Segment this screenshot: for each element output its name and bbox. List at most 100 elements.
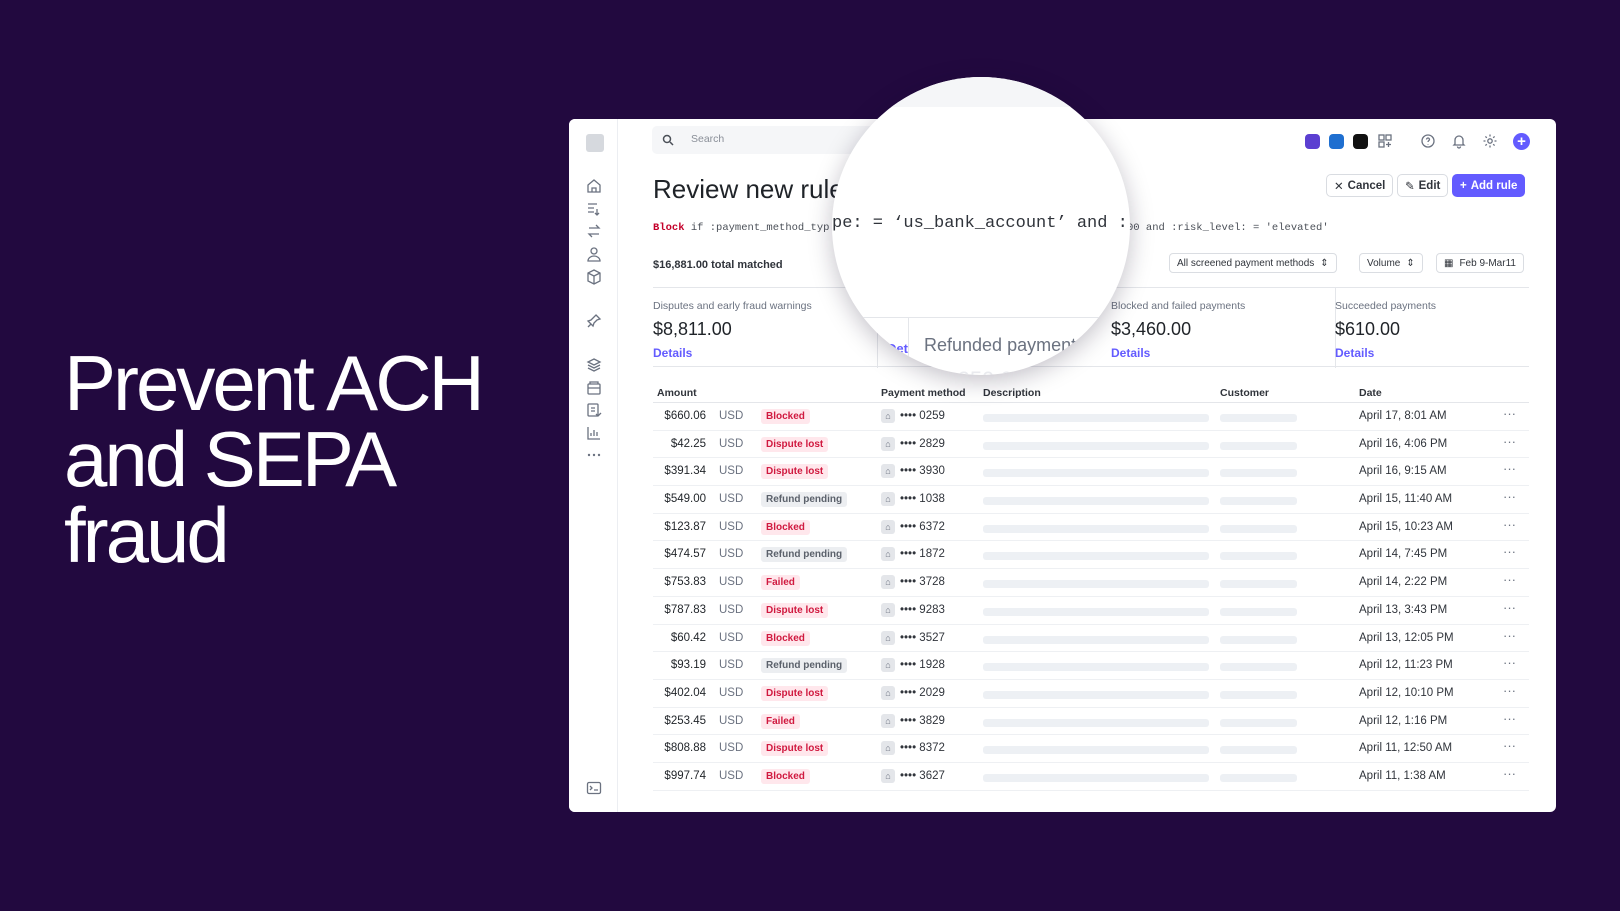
home-icon[interactable] xyxy=(586,178,602,194)
metric-details-link[interactable]: Details xyxy=(653,346,693,360)
table-row[interactable]: $123.87 USD Blocked ⌂ •••• 6372 April 15, 10:… xyxy=(653,514,1529,542)
more-icon[interactable] xyxy=(586,447,602,463)
row-more-icon[interactable]: ··· xyxy=(1503,489,1516,505)
edit-button[interactable]: ✎ Edit xyxy=(1397,174,1449,197)
row-amount: $93.19 xyxy=(670,659,706,672)
terminal-icon[interactable] xyxy=(586,780,602,796)
payment-method-cell: ⌂ •••• 2829 xyxy=(881,436,945,451)
row-amount: $123.87 xyxy=(664,520,706,533)
help-icon[interactable] xyxy=(1420,133,1436,149)
volume-filter[interactable]: Volume ⇕ xyxy=(1359,253,1423,273)
table-row[interactable]: $808.88 USD Dispute lost ⌂ •••• 8372 April 11… xyxy=(653,735,1529,763)
table-row[interactable]: $787.83 USD Dispute lost ⌂ •••• 9283 April 13… xyxy=(653,597,1529,625)
account-last4: •••• 1038 xyxy=(900,493,945,506)
row-more-icon[interactable]: ··· xyxy=(1503,516,1516,532)
magnified-metric-label: Refunded payment xyxy=(924,335,1077,355)
row-more-icon[interactable]: ··· xyxy=(1503,461,1516,477)
row-date: April 12, 1:16 PM xyxy=(1359,714,1448,727)
table-row[interactable]: $753.83 USD Failed ⌂ •••• 3728 April 14, 2:22… xyxy=(653,569,1529,597)
date-range-filter[interactable]: ▦ Feb 9-Mar11 xyxy=(1436,253,1524,273)
account-logo[interactable] xyxy=(586,134,604,152)
bank-icon: ⌂ xyxy=(881,409,895,423)
col-payment-method[interactable]: Payment method xyxy=(881,387,966,399)
description-placeholder xyxy=(983,414,1209,422)
metric-details-link[interactable]: Details xyxy=(1335,346,1375,360)
row-more-icon[interactable]: ··· xyxy=(1503,627,1516,643)
table-row[interactable]: $402.04 USD Dispute lost ⌂ •••• 2029 April 12… xyxy=(653,680,1529,708)
status-badge: Blocked xyxy=(761,409,810,424)
chart-icon[interactable] xyxy=(586,425,602,441)
calendar-icon: ▦ xyxy=(1444,257,1454,269)
transfer-icon[interactable] xyxy=(586,223,602,239)
row-more-icon[interactable]: ··· xyxy=(1503,599,1516,615)
description-placeholder xyxy=(983,663,1209,672)
status-badge: Dispute lost xyxy=(761,741,829,757)
package-icon[interactable] xyxy=(586,269,602,285)
row-date: April 16, 4:06 PM xyxy=(1359,437,1448,450)
table-row[interactable]: $42.25 USD Dispute lost ⌂ •••• 2829 April 16,… xyxy=(653,431,1529,459)
description-placeholder xyxy=(983,497,1209,506)
row-more-icon[interactable]: ··· xyxy=(1503,765,1516,781)
row-more-icon[interactable]: ··· xyxy=(1503,710,1516,726)
customer-placeholder xyxy=(1220,607,1297,616)
row-more-icon[interactable]: ··· xyxy=(1503,682,1516,698)
customer-placeholder xyxy=(1220,414,1297,422)
row-date: April 17, 8:01 AM xyxy=(1359,410,1447,422)
table-row[interactable]: $549.00 USD Refund pending ⌂ •••• 1038 April … xyxy=(653,486,1529,514)
list-icon[interactable] xyxy=(586,201,602,217)
col-description[interactable]: Description xyxy=(983,387,1041,399)
payment-methods-filter[interactable]: All screened payment methods ⇕ xyxy=(1169,253,1337,273)
status-badge: Refund pending xyxy=(761,658,848,674)
table-row[interactable]: $997.74 USD Blocked ⌂ •••• 3627 April 11, 1:3… xyxy=(653,763,1529,791)
table-row[interactable]: $660.06 USD Blocked ⌂ •••• 0259 April 17, 8:0… xyxy=(653,403,1529,431)
bell-icon[interactable] xyxy=(1451,133,1467,149)
metric-blocked: Blocked and failed payments $3,460.00 De… xyxy=(1111,288,1336,368)
row-date: April 12, 11:23 PM xyxy=(1359,659,1453,672)
payment-method-cell: ⌂ •••• 2029 xyxy=(881,685,945,700)
account-last4: •••• 2829 xyxy=(900,437,945,450)
table-row[interactable]: $474.57 USD Refund pending ⌂ •••• 1872 April … xyxy=(653,541,1529,570)
col-customer[interactable]: Customer xyxy=(1220,387,1270,399)
metric-details-link[interactable]: Det xyxy=(887,341,908,356)
headline-line-1: Prevent ACH xyxy=(64,339,485,427)
col-date[interactable]: Date xyxy=(1359,387,1382,399)
row-more-icon[interactable]: ··· xyxy=(1503,655,1516,671)
customer-placeholder xyxy=(1220,497,1297,506)
billing-icon[interactable] xyxy=(586,402,602,418)
pin-icon[interactable] xyxy=(586,313,602,329)
row-more-icon[interactable]: ··· xyxy=(1503,433,1516,449)
metric-details-link[interactable]: Details xyxy=(1111,346,1151,360)
create-plus-icon[interactable]: + xyxy=(1513,132,1530,150)
bank-icon: ⌂ xyxy=(881,602,895,617)
hero-headline: Prevent ACH and SEPA fraud xyxy=(64,339,534,574)
bank-icon: ⌂ xyxy=(881,547,895,562)
app-chart-icon[interactable] xyxy=(1353,133,1368,149)
status-badge: Failed xyxy=(761,575,800,591)
description-placeholder xyxy=(983,746,1209,755)
row-more-icon[interactable]: ··· xyxy=(1503,738,1516,754)
user-icon[interactable] xyxy=(586,246,602,262)
row-more-icon[interactable]: ··· xyxy=(1503,572,1516,588)
table-row[interactable]: $391.34 USD Dispute lost ⌂ •••• 3930 April 16… xyxy=(653,458,1529,487)
apps-grid-icon[interactable] xyxy=(1377,133,1393,149)
app-purple-icon[interactable] xyxy=(1305,133,1320,149)
rule-prefix: if :payment_method_typ xyxy=(684,222,830,234)
row-more-icon[interactable]: ··· xyxy=(1503,406,1516,421)
account-last4: •••• 3829 xyxy=(900,714,945,727)
row-more-icon[interactable]: ··· xyxy=(1503,544,1516,560)
pencil-icon: ✎ xyxy=(1405,180,1415,193)
row-currency: USD xyxy=(719,742,744,755)
app-blue-icon[interactable] xyxy=(1329,133,1344,149)
col-amount[interactable]: Amount xyxy=(657,387,697,399)
row-date: April 15, 11:40 AM xyxy=(1359,493,1453,506)
cancel-button[interactable]: ✕ Cancel xyxy=(1326,174,1394,197)
table-row[interactable]: $60.42 USD Blocked ⌂ •••• 3527 April 13, 12:0… xyxy=(653,625,1529,653)
layers-icon[interactable] xyxy=(586,357,602,373)
wallet-icon[interactable] xyxy=(586,380,602,396)
gear-icon[interactable] xyxy=(1482,133,1498,149)
add-rule-button[interactable]: + Add rule xyxy=(1452,174,1526,197)
table-row[interactable]: $93.19 USD Refund pending ⌂ •••• 1928 April 1… xyxy=(653,652,1529,680)
metric-value: $610.00 xyxy=(1335,319,1401,339)
table-row[interactable]: $253.45 USD Failed ⌂ •••• 3829 April 12, 1:16… xyxy=(653,708,1529,736)
row-date: April 11, 12:50 AM xyxy=(1359,742,1453,755)
